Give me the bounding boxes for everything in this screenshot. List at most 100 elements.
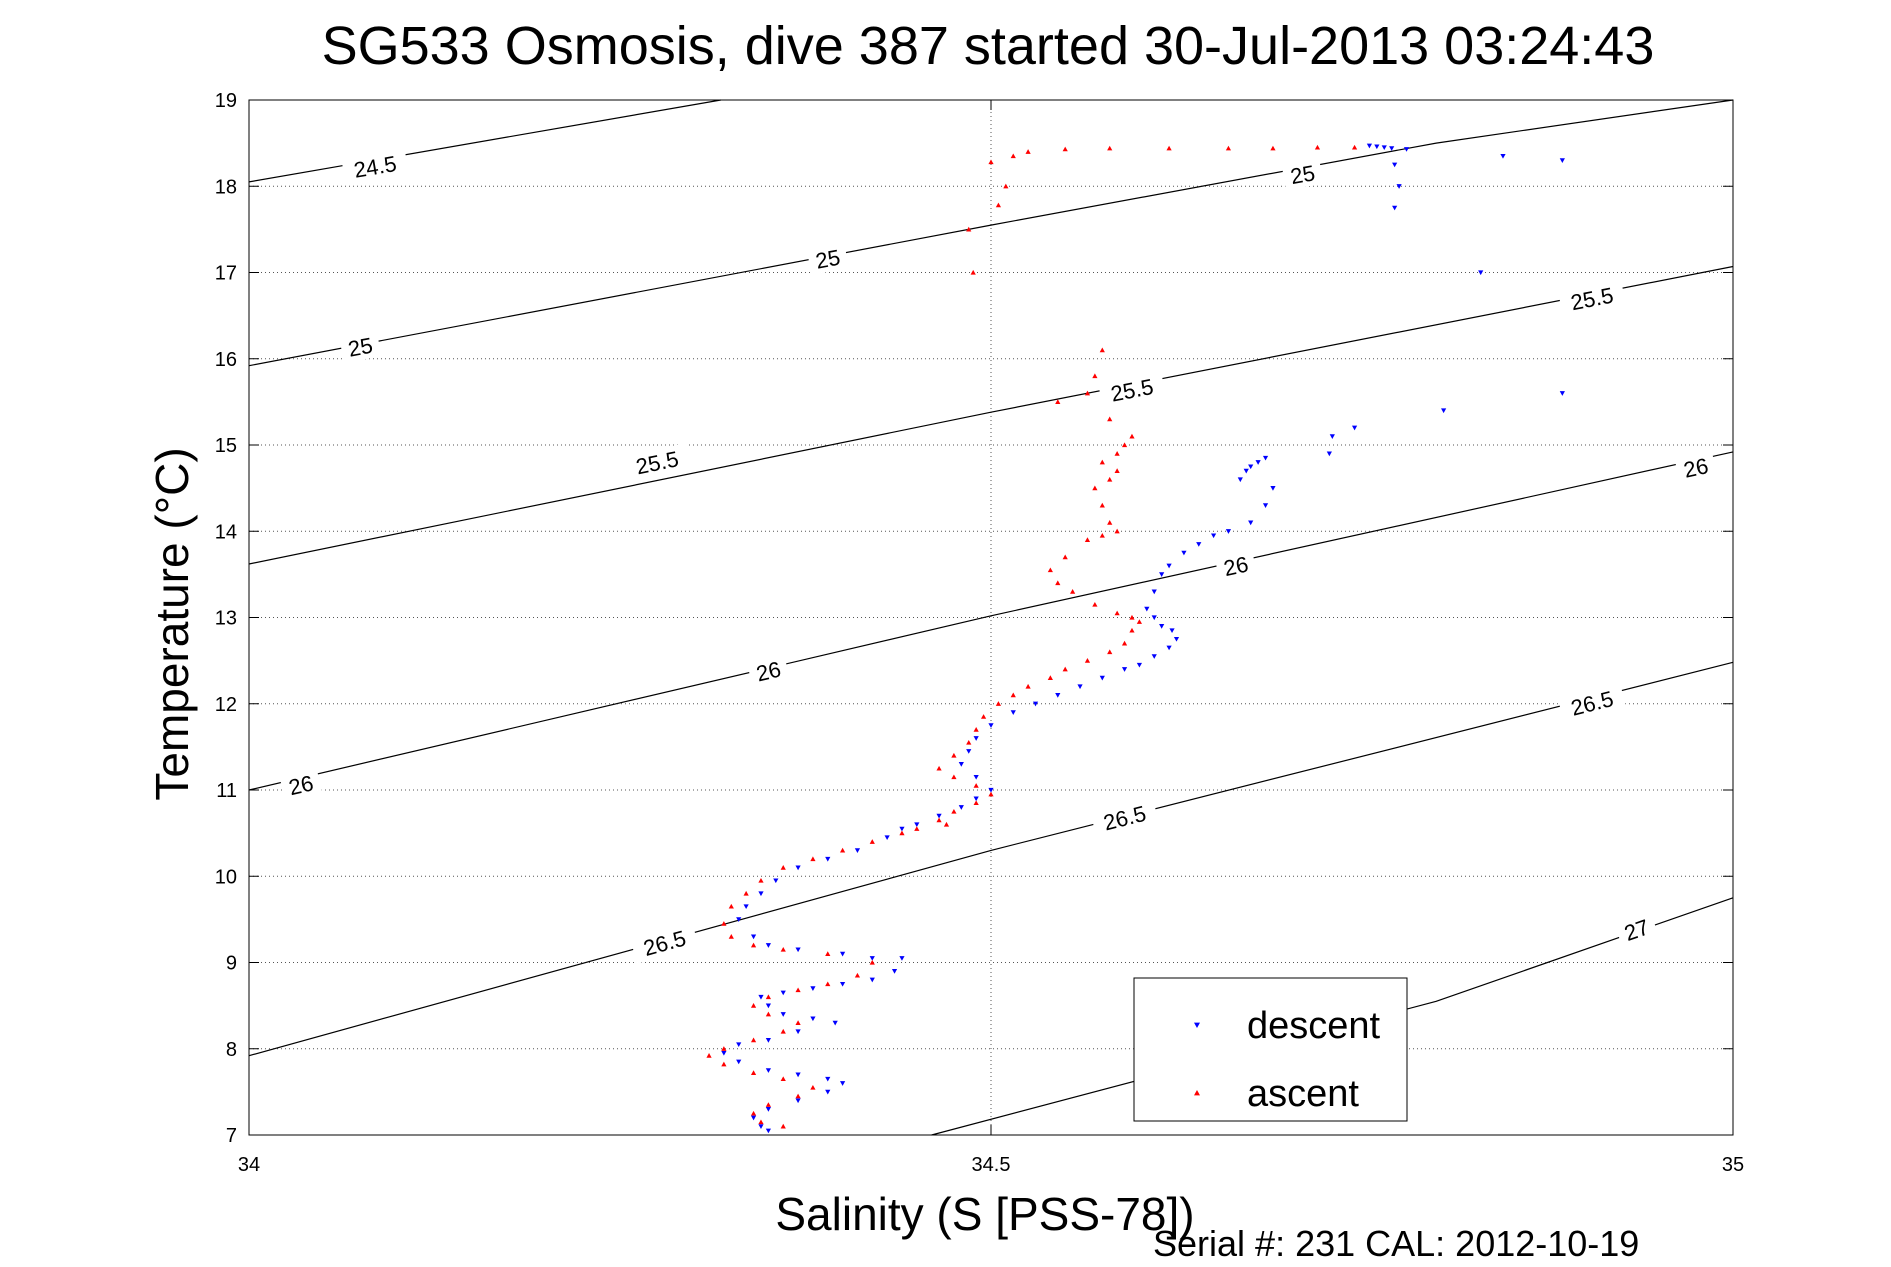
descent-point [795, 947, 801, 953]
data-series [706, 143, 1565, 1134]
ascent-point [1136, 619, 1142, 624]
descent-point [795, 1029, 801, 1035]
ascent-point [721, 1046, 727, 1051]
contour-label-bg [630, 921, 699, 964]
ascent-point [765, 994, 771, 1000]
descent-point [1389, 146, 1395, 151]
descent-point [973, 796, 979, 802]
ascent-point [728, 934, 734, 939]
ascent-point [951, 752, 957, 758]
x-tick-label: 34.5 [972, 1154, 1011, 1176]
ascent-point [750, 942, 757, 948]
ascent-point [765, 1011, 771, 1017]
ascent-point [854, 972, 861, 978]
descent-point [1243, 468, 1249, 474]
contour-label-group: 25 [1281, 157, 1324, 191]
descent-point [736, 917, 742, 922]
descent-point [810, 1016, 816, 1022]
descent-point [936, 813, 942, 819]
ascent-point [810, 856, 816, 862]
contour-label: 25 [346, 333, 375, 362]
descent-point [899, 826, 905, 832]
ascent-point [825, 951, 831, 956]
descent-point [988, 723, 994, 728]
ascent-point [1107, 416, 1113, 422]
descent-point [1196, 542, 1202, 547]
ascent-point [721, 1061, 727, 1067]
contour-label-group: 25 [339, 330, 382, 364]
descent-point [1166, 645, 1172, 651]
ascent-point [988, 791, 994, 797]
descent-point [1151, 589, 1157, 595]
descent-point [780, 990, 786, 996]
ascent-point [728, 903, 734, 909]
descent-point [1366, 143, 1373, 149]
ascent-point [970, 269, 976, 275]
ascent-point [1107, 649, 1113, 655]
contour-label-bg [746, 654, 790, 688]
ascent-point [750, 1003, 757, 1008]
ascent-point [750, 1110, 757, 1116]
descent-point [840, 951, 846, 957]
ascent-point [1129, 614, 1135, 620]
contour-label-group: 26 [746, 654, 790, 688]
descent-point [1211, 533, 1217, 539]
x-tick-label: 35 [1722, 1154, 1744, 1176]
axis-ticks: 7 8 9 10 11 12 13 14 15 16 17 18 19 34 34.5 35 [215, 90, 1744, 1176]
descent-point [884, 835, 890, 841]
descent-point [1478, 270, 1484, 276]
ascent-point [1114, 468, 1120, 473]
ascent-point [1114, 610, 1120, 616]
ascent-point [743, 890, 749, 896]
descent-point [1151, 654, 1157, 659]
ascent-point [795, 987, 801, 993]
ascent-point [869, 839, 875, 844]
descent-point [1099, 675, 1105, 681]
ascent-point [1099, 532, 1105, 538]
y-tick-label: 11 [216, 780, 237, 802]
contour-label-bg [339, 330, 382, 364]
descent-point [1392, 162, 1398, 168]
ascent-point [973, 800, 979, 806]
descent-point [743, 904, 749, 910]
descent-point [1144, 606, 1150, 612]
descent-point [810, 986, 816, 991]
ascent-point [1092, 485, 1098, 491]
descent-point [1396, 184, 1402, 189]
ascent-point [1003, 183, 1009, 189]
ascent-point [1270, 145, 1276, 151]
ascent-point [1062, 146, 1068, 152]
ascent-point [869, 959, 875, 965]
descent-point [832, 1020, 838, 1026]
y-tick-label: 16 [215, 349, 237, 371]
descent-point [1329, 434, 1335, 439]
contour-label: 26 [1221, 551, 1250, 581]
y-axis-label: Temperature (°C) [146, 447, 198, 800]
y-tick-label: 19 [215, 90, 237, 112]
y-tick-label: 15 [215, 435, 237, 457]
ascent-point [1099, 459, 1105, 465]
descent-point [758, 994, 764, 1000]
contour-label-bg [1614, 911, 1659, 949]
descent-point [1166, 563, 1172, 569]
ascent-point [1225, 145, 1232, 151]
contour-label: 25 [1288, 160, 1317, 189]
descent-point [721, 1050, 727, 1056]
descent-point [840, 1081, 846, 1086]
descent-point [825, 856, 831, 862]
descent-point [1237, 477, 1243, 483]
descent-point [758, 1124, 764, 1129]
descent-point [1248, 520, 1254, 526]
y-tick-label: 8 [226, 1039, 237, 1061]
descent-point [758, 891, 764, 897]
descent-point [1181, 550, 1187, 556]
descent-point [1381, 145, 1387, 151]
descent-point [840, 981, 846, 987]
serial-calibration-text: Serial #: 231 CAL: 2012-10-19 [1153, 1223, 1639, 1262]
descent-point [795, 1098, 801, 1104]
y-tick-label: 7 [226, 1125, 237, 1147]
ascent-point [1084, 658, 1091, 663]
ascent-point [1107, 520, 1113, 525]
descent-point [773, 878, 779, 884]
